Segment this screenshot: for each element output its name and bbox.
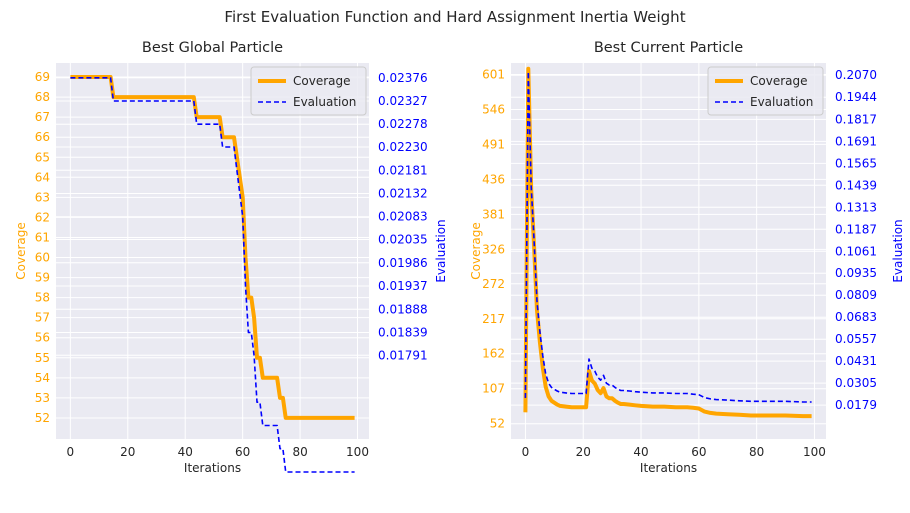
ytick-left-label: 56 — [35, 331, 50, 345]
y-axis-label-right: Evaluation — [891, 219, 905, 282]
ytick-right-label: 0.01888 — [378, 302, 428, 316]
ytick-right-label: 0.0557 — [835, 332, 877, 346]
ytick-right-label: 0.1187 — [835, 222, 877, 236]
ytick-right-label: 0.01791 — [378, 348, 428, 362]
ytick-right-label: 0.01839 — [378, 325, 428, 339]
chart-title: Best Global Particle — [142, 40, 283, 56]
ytick-left-label: 162 — [482, 347, 505, 361]
xtick-label: 60 — [235, 445, 250, 459]
ytick-right-label: 0.1439 — [835, 178, 877, 192]
series-line-evaluation — [70, 77, 355, 473]
xtick-label: 40 — [633, 445, 648, 459]
figure-suptitle: First Evaluation Function and Hard Assig… — [224, 8, 685, 26]
ytick-left-label: 52 — [35, 411, 50, 425]
legend: Coverage Evaluation — [707, 66, 824, 116]
xtick-label: 20 — [576, 445, 591, 459]
ytick-left-label: 546 — [482, 102, 505, 116]
ytick-left-label: 107 — [482, 382, 505, 396]
ytick-left-label: 68 — [35, 90, 50, 104]
ytick-right-label: 0.0935 — [835, 266, 877, 280]
ytick-left-label: 601 — [482, 67, 505, 81]
ytick-left-label: 66 — [35, 130, 50, 144]
legend-label-coverage: Coverage — [293, 74, 351, 88]
y-axis-label-left: Coverage — [469, 222, 483, 280]
series-line-evaluation — [524, 70, 812, 403]
ytick-right-label: 0.02376 — [378, 71, 428, 85]
ytick-right-label: 0.02132 — [378, 187, 428, 201]
panel-best-global: 52 53 54 55 56 57 58 59 60 61 62 63 64 65 66 67 68 69 0.01… — [14, 40, 448, 475]
ytick-left-label: 53 — [35, 391, 50, 405]
ytick-right-label: 0.02278 — [378, 117, 428, 131]
ytick-right-label: 0.1313 — [835, 200, 877, 214]
ytick-right-label: 0.1061 — [835, 244, 877, 258]
ytick-left-label: 65 — [35, 150, 50, 164]
ytick-left-label: 62 — [35, 210, 50, 224]
xtick-label: 20 — [120, 445, 135, 459]
ytick-right-label: 0.1691 — [835, 134, 877, 148]
ytick-right-label: 0.02181 — [378, 163, 428, 177]
ytick-right-label: 0.01937 — [378, 279, 428, 293]
ytick-left-label: 52 — [490, 417, 505, 431]
xtick-label: 60 — [691, 445, 706, 459]
ytick-left-label: 64 — [35, 170, 50, 184]
xtick-label: 0 — [67, 445, 75, 459]
legend: Coverage Evaluation — [250, 66, 367, 116]
ytick-left-label: 381 — [482, 207, 505, 221]
legend-label-coverage: Coverage — [750, 74, 808, 88]
ytick-left-label: 272 — [482, 277, 505, 291]
ytick-right-label: 0.02035 — [378, 233, 428, 247]
xtick-label: 0 — [522, 445, 530, 459]
ytick-left-label: 58 — [35, 291, 50, 305]
ytick-left-label: 55 — [35, 351, 50, 365]
ytick-left-label: 54 — [35, 371, 50, 385]
ytick-right-label: 0.1565 — [835, 156, 877, 170]
y-axis-label-right: Evaluation — [434, 219, 448, 282]
ytick-left-label: 436 — [482, 172, 505, 186]
xtick-label: 80 — [749, 445, 764, 459]
ytick-right-label: 0.0431 — [835, 354, 877, 368]
panel-best-current: 52 107 162 217 272 326 381 436 491 546 601 0.0179 0.… — [469, 40, 905, 475]
legend-label-evaluation: Evaluation — [750, 95, 813, 109]
ytick-left-label: 326 — [482, 242, 505, 256]
xtick-label: 100 — [803, 445, 826, 459]
ytick-right-label: 0.2070 — [835, 68, 877, 82]
y-axis-label-left: Coverage — [14, 222, 28, 280]
ytick-right-label: 0.1817 — [835, 112, 877, 126]
ytick-left-label: 63 — [35, 190, 50, 204]
plot-area — [56, 63, 369, 439]
ytick-right-label: 0.0809 — [835, 288, 877, 302]
x-axis-label: Iterations — [640, 461, 697, 475]
ytick-left-label: 61 — [35, 230, 50, 244]
ytick-left-label: 217 — [482, 312, 505, 326]
xtick-label: 40 — [178, 445, 193, 459]
series-line-coverage — [70, 75, 355, 420]
ytick-right-label: 0.02230 — [378, 140, 428, 154]
legend-label-evaluation: Evaluation — [293, 95, 356, 109]
xtick-label: 100 — [346, 445, 369, 459]
ytick-left-label: 60 — [35, 251, 50, 265]
xtick-label: 80 — [292, 445, 307, 459]
ytick-right-label: 0.1944 — [835, 90, 877, 104]
chart-title: Best Current Particle — [594, 40, 743, 56]
ytick-right-label: 0.0683 — [835, 310, 877, 324]
ytick-right-label: 0.02327 — [378, 94, 428, 108]
x-axis-label: Iterations — [184, 461, 241, 475]
ytick-right-label: 0.0305 — [835, 376, 877, 390]
ytick-right-label: 0.01986 — [378, 256, 428, 270]
ytick-right-label: 0.02083 — [378, 210, 428, 224]
ytick-right-label: 0.0179 — [835, 398, 877, 412]
ytick-left-label: 59 — [35, 271, 50, 285]
ytick-left-label: 57 — [35, 311, 50, 325]
ytick-left-label: 67 — [35, 110, 50, 124]
series-line-coverage — [523, 66, 812, 419]
ytick-left-label: 69 — [35, 70, 50, 84]
ytick-left-label: 491 — [482, 137, 505, 151]
